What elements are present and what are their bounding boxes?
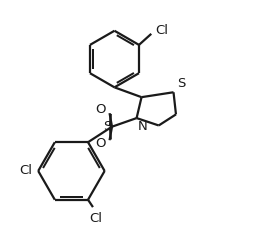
Text: Cl: Cl (89, 212, 102, 225)
Text: Cl: Cl (155, 24, 168, 37)
Text: O: O (95, 137, 106, 150)
Text: S: S (103, 120, 111, 133)
Text: S: S (177, 77, 186, 90)
Text: Cl: Cl (19, 165, 32, 177)
Text: O: O (95, 104, 106, 116)
Text: N: N (138, 120, 148, 133)
